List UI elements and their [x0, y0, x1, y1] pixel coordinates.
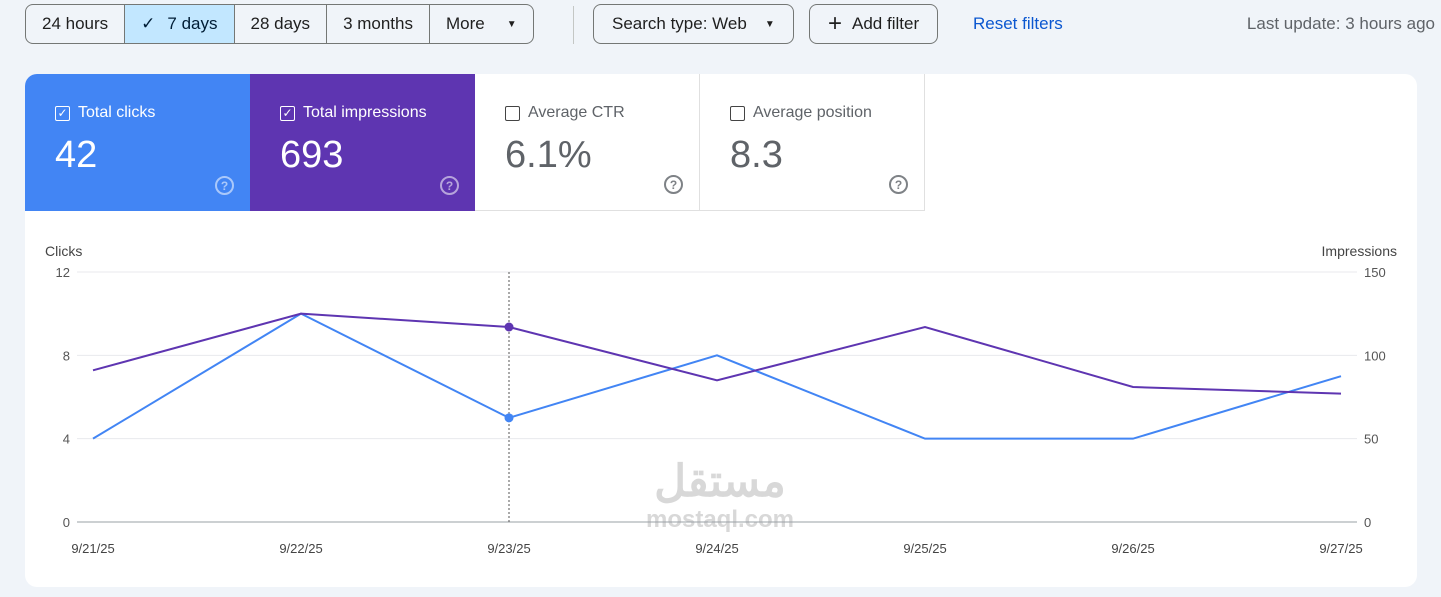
add-filter-label: Add filter	[852, 14, 920, 33]
x-tick-label: 9/26/25	[1111, 541, 1154, 556]
right-tick-label: 150	[1364, 265, 1386, 280]
right-tick-label: 100	[1364, 348, 1386, 363]
data-point-clicks	[504, 413, 514, 423]
reset-filters-link[interactable]: Reset filters	[973, 14, 1063, 33]
x-tick-label: 9/25/25	[903, 541, 946, 556]
more-label: More	[446, 14, 485, 33]
last-update: Last update: 3 hours ago	[1246, 14, 1435, 33]
left-axis-title: Clicks	[45, 243, 82, 259]
left-tick-label: 0	[63, 515, 70, 530]
metric-value: 6.1%	[505, 134, 592, 176]
left-tick-label: 4	[63, 432, 70, 447]
help-icon[interactable]: ?	[664, 175, 683, 194]
x-tick-label: 9/24/25	[695, 541, 738, 556]
range-28-days[interactable]: 28 days	[235, 5, 328, 43]
right-tick-label: 0	[1364, 515, 1371, 530]
metric-value: 693	[280, 134, 344, 176]
help-icon[interactable]: ?	[440, 176, 459, 195]
watermark-latin: mostaql.com	[645, 506, 795, 533]
check-icon: ✓	[141, 14, 156, 33]
series-line-clicks	[92, 312, 1342, 440]
range-3-months[interactable]: 3 months	[327, 5, 430, 43]
metric-value: 42	[55, 134, 98, 176]
divider	[573, 6, 574, 44]
range-label: 7 days	[167, 14, 218, 33]
checkbox-checked-icon[interactable]: ✓	[280, 105, 295, 121]
metric-value: 8.3	[730, 134, 783, 176]
help-icon[interactable]: ?	[215, 176, 234, 195]
dropdown-arrow-icon: ▼	[764, 18, 775, 30]
metric-total-impressions[interactable]: ✓ Total impressions 693 ?	[250, 74, 475, 211]
range-7-days[interactable]: ✓ 7 days	[125, 5, 235, 43]
metric-label: Average CTR	[528, 104, 625, 121]
watermark: مستقل mostaql.com	[640, 458, 800, 534]
range-more[interactable]: More ▼	[430, 5, 533, 43]
right-axis-title: Impressions	[1322, 243, 1397, 259]
checkbox-unchecked-icon[interactable]	[730, 105, 745, 121]
search-type-button[interactable]: Search type: Web ▼	[593, 4, 794, 44]
metric-label: Total impressions	[303, 104, 427, 121]
plus-icon: +	[828, 10, 843, 37]
x-tick-label: 9/22/25	[279, 541, 322, 556]
search-type-label: Search type: Web	[612, 14, 747, 33]
metric-total-clicks[interactable]: ✓ Total clicks 42 ?	[25, 74, 250, 211]
checkbox-checked-icon[interactable]: ✓	[55, 105, 70, 121]
metric-average-position[interactable]: Average position 8.3 ?	[700, 74, 925, 211]
watermark-arabic: مستقل	[654, 457, 786, 506]
left-tick-label: 8	[63, 348, 70, 363]
range-24-hours[interactable]: 24 hours	[26, 5, 126, 43]
left-tick-label: 12	[56, 265, 70, 280]
add-filter-button[interactable]: + Add filter	[809, 4, 939, 44]
metric-label: Total clicks	[78, 104, 156, 121]
right-tick-label: 50	[1364, 432, 1378, 447]
x-tick-label: 9/27/25	[1319, 541, 1362, 556]
date-range-selector: 24 hours ✓ 7 days 28 days 3 months More ▼	[25, 4, 534, 44]
performance-card: ✓ Total clicks 42 ? ✓ Total impressions 69…	[25, 74, 1417, 587]
x-tick-label: 9/23/25	[487, 541, 530, 556]
series-line-impressions	[92, 312, 1342, 395]
metric-average-ctr[interactable]: Average CTR 6.1% ?	[475, 74, 700, 211]
metric-label: Average position	[753, 104, 872, 121]
x-tick-label: 9/21/25	[71, 541, 114, 556]
help-icon[interactable]: ?	[889, 175, 908, 194]
data-point-impressions	[504, 322, 514, 332]
checkbox-unchecked-icon[interactable]	[505, 105, 520, 121]
dropdown-arrow-icon: ▼	[506, 18, 517, 30]
